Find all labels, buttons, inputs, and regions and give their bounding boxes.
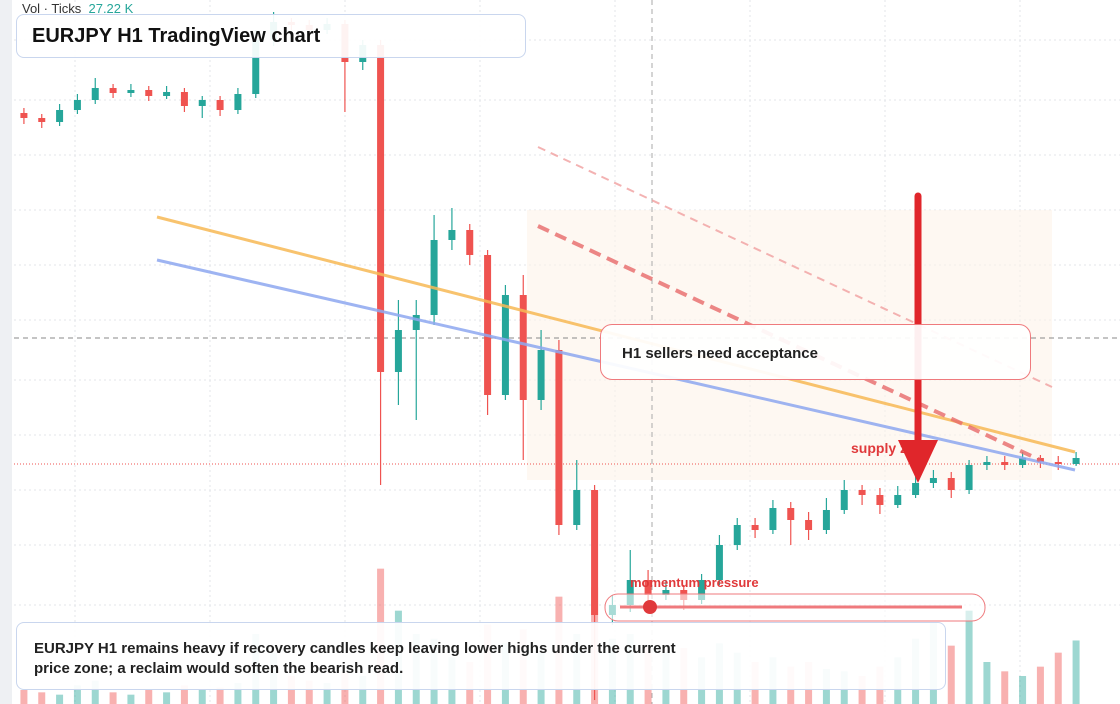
volume-bar xyxy=(947,645,955,704)
candle-body xyxy=(466,230,474,255)
volume-bar xyxy=(198,690,206,704)
volume-bar xyxy=(56,694,64,704)
volume-label: Vol · Ticks xyxy=(22,1,82,16)
candle-body xyxy=(1001,462,1009,465)
candle-body xyxy=(519,295,527,400)
volume-bar xyxy=(163,692,171,704)
candle-body xyxy=(145,90,153,96)
candle-body xyxy=(805,520,813,530)
candle-body xyxy=(947,478,955,490)
note: EURJPY H1 remains heavy if recovery cand… xyxy=(16,622,946,690)
candle-body xyxy=(840,490,848,510)
candle-body xyxy=(751,525,759,530)
candle-body xyxy=(1036,458,1044,462)
candle-body xyxy=(198,100,206,106)
volume-bar xyxy=(145,690,153,704)
volume-bar xyxy=(1054,652,1062,704)
candle-body xyxy=(1072,458,1080,464)
candle-body xyxy=(983,462,991,465)
candle-body xyxy=(698,580,706,600)
volume-bar xyxy=(20,690,28,704)
candle-body xyxy=(733,525,741,545)
candle-body xyxy=(715,545,723,580)
volume-bar xyxy=(216,687,224,704)
candle-body xyxy=(822,510,830,530)
candle-body xyxy=(626,580,634,605)
candle-body xyxy=(38,118,46,122)
candle-body xyxy=(484,255,492,395)
candle-body xyxy=(1054,462,1062,464)
volume-legend: Vol · Ticks 27.22 K xyxy=(22,1,133,16)
candle-body xyxy=(929,478,937,483)
candle-body xyxy=(180,92,188,106)
volume-bar xyxy=(965,610,973,704)
candle-body xyxy=(377,45,385,372)
candle-body xyxy=(858,490,866,495)
candle-body xyxy=(109,88,117,93)
candle-body xyxy=(769,508,777,530)
candle-body xyxy=(876,495,884,505)
candle-body xyxy=(20,113,28,118)
candle-body xyxy=(555,350,563,525)
volume-bar xyxy=(180,685,188,704)
volume-bar xyxy=(323,683,331,704)
candle-body xyxy=(73,100,81,110)
volume-value: 27.22 K xyxy=(88,1,134,16)
title: EURJPY H1 TradingView chart xyxy=(16,14,526,58)
volume-bar xyxy=(305,680,313,704)
volume-bar xyxy=(858,676,866,704)
candle-body xyxy=(537,350,545,400)
candle-body xyxy=(1019,458,1027,465)
callout: H1 sellers need acceptance xyxy=(600,324,1031,380)
volume-bar xyxy=(73,685,81,704)
volume-bar xyxy=(983,662,991,704)
candle-body xyxy=(787,508,795,520)
meter-knob xyxy=(643,600,657,614)
candle-body xyxy=(91,88,99,100)
candle-body xyxy=(894,495,902,505)
candle-body xyxy=(591,490,599,615)
meter-label: momentum pressure xyxy=(630,575,759,590)
arrow-head xyxy=(898,440,938,483)
channel-line-upper xyxy=(537,146,1053,388)
candle-body xyxy=(965,465,973,490)
candle-body xyxy=(430,240,438,315)
volume-bar xyxy=(287,676,295,704)
volume-bar xyxy=(109,692,117,704)
left-strip xyxy=(0,0,12,704)
candle-body xyxy=(573,490,581,525)
candle-body xyxy=(412,315,420,330)
candle-body xyxy=(501,295,509,395)
candle-body xyxy=(163,92,171,96)
candle-body xyxy=(394,330,402,372)
volume-bar xyxy=(359,676,367,704)
volume-bar xyxy=(127,694,135,704)
candle-body xyxy=(216,100,224,110)
volume-bar xyxy=(1019,676,1027,704)
candle-body xyxy=(662,590,670,595)
candle-body xyxy=(56,110,64,122)
candle-body xyxy=(448,230,456,240)
volume-bar xyxy=(1072,640,1080,704)
candle-body xyxy=(127,90,135,93)
candle-body xyxy=(644,580,652,595)
volume-bar xyxy=(234,683,242,704)
volume-bar xyxy=(1036,666,1044,704)
volume-bar xyxy=(1001,671,1009,704)
candle-body xyxy=(252,40,260,94)
candle-body xyxy=(234,94,242,110)
volume-bar xyxy=(38,692,46,704)
candle-body xyxy=(912,483,920,495)
volume-bar xyxy=(91,680,99,704)
